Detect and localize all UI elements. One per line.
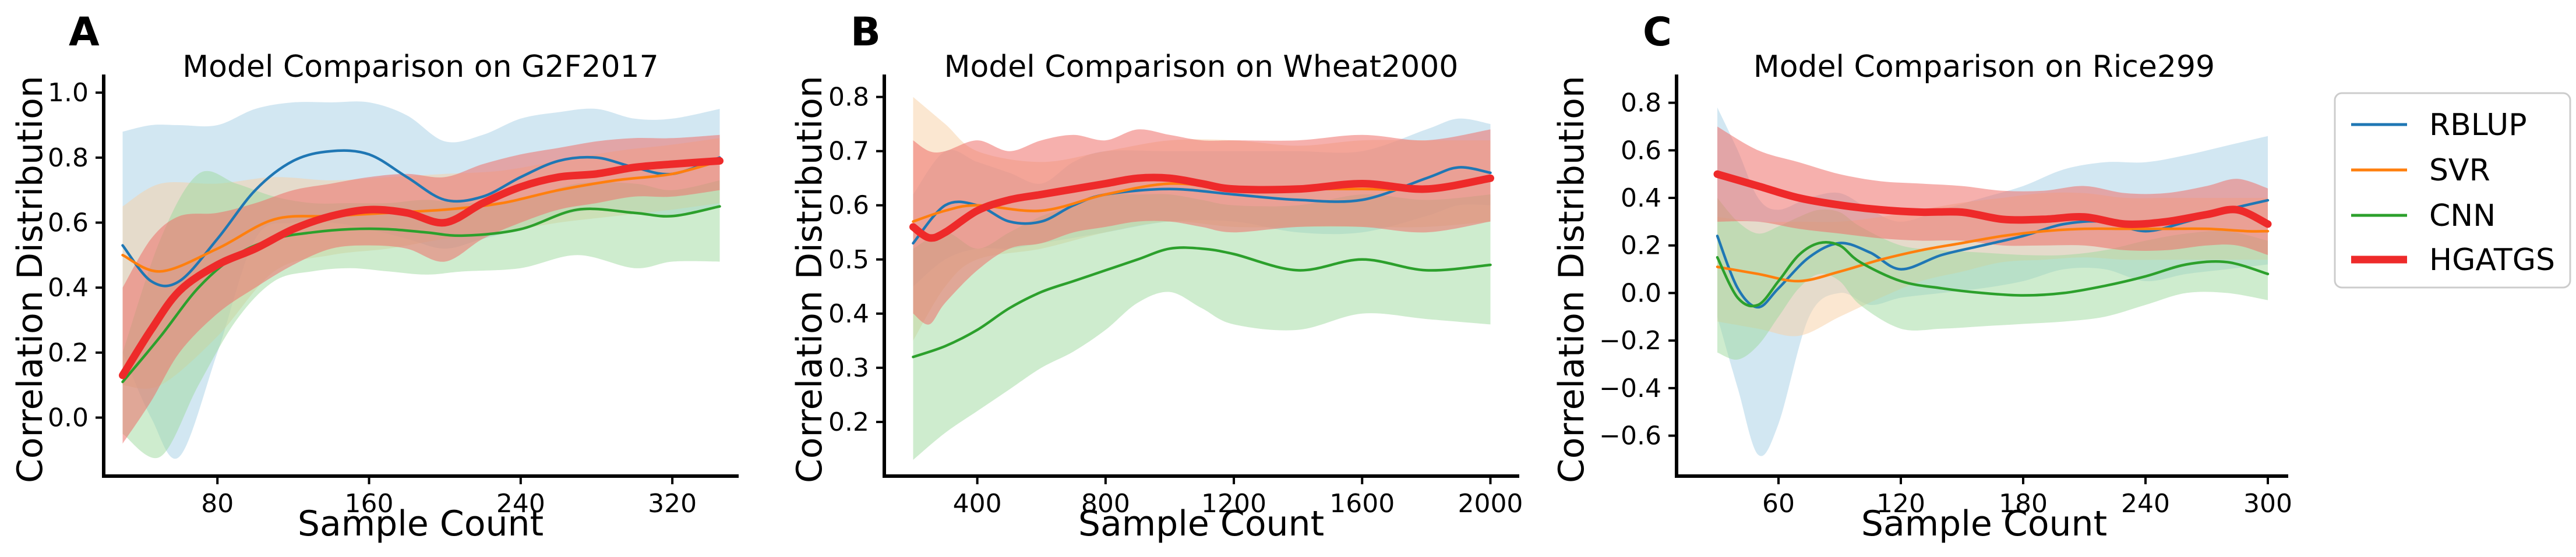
panel-a-ytick-label: 0.2: [48, 338, 89, 368]
panel-c-band-cnn: [1717, 198, 2268, 360]
panel-c-ytick-label: 0.8: [1621, 88, 1661, 118]
panel-b-ytick-label: 0.4: [828, 299, 869, 329]
panel-a-ytick-label: 0.8: [48, 143, 89, 173]
panel-b-ytick-label: 0.5: [828, 245, 869, 275]
panel-a-xtick-label: 240: [496, 489, 545, 519]
panel-c-xtick-label: 120: [1876, 489, 1925, 519]
panel-b-ytick-label: 0.6: [828, 191, 869, 221]
panel-b-xtick-label: 400: [953, 489, 1002, 519]
panel-a-band-hgatgs: [122, 134, 720, 444]
panel-c-ylabel: Correlation Distribution: [1551, 76, 1592, 483]
panel-b-xtick-label: 2000: [1458, 489, 1523, 519]
panel-a-title: Model Comparison on G2F2017: [182, 49, 658, 84]
panel-b-ylabel: Correlation Distribution: [789, 76, 830, 483]
panel-a-line-svr: [121, 159, 721, 273]
panel-a-xtick-label: 160: [345, 489, 394, 519]
panel-b-ytick-label: 0.2: [828, 407, 869, 437]
legend-entry-rblup: RBLUP: [2351, 108, 2527, 143]
panel-b-band-hgatgs: [913, 129, 1491, 325]
panel-c-title: Model Comparison on Rice299: [1753, 49, 2215, 84]
panel-b-xtick-label: 1200: [1201, 489, 1266, 519]
panel-c-ytick-label: 0.2: [1621, 231, 1661, 261]
panel-b-xtick-label: 800: [1081, 489, 1130, 519]
panel-a-line-rblup: [121, 149, 721, 288]
panel-c-letter: C: [1643, 9, 1672, 55]
panel-a-xtick-label: 80: [201, 489, 234, 519]
panel-a-ylabel: Correlation Distribution: [10, 76, 51, 483]
legend-entry-cnn: CNN: [2351, 198, 2496, 233]
legend-label-svr: SVR: [2429, 153, 2490, 188]
panel-c-line-cnn: [1716, 241, 2270, 308]
panel-c: C Model Comparison on Rice299 Correlatio…: [1551, 9, 2292, 544]
panel-a-ytick-label: 0.6: [48, 208, 89, 238]
panel-c-ytick-label: −0.4: [1599, 374, 1661, 403]
panel-c-ytick-label: 0.6: [1621, 136, 1661, 165]
panel-c-xtick-label: 300: [2243, 489, 2292, 519]
panel-b-title: Model Comparison on Wheat2000: [944, 49, 1459, 84]
panel-c-xtick-label: 60: [1762, 489, 1795, 519]
panel-a-xlabel: Sample Count: [298, 503, 544, 544]
panel-c-ytick-label: 0.0: [1621, 278, 1661, 308]
panel-a-letter: A: [69, 9, 100, 55]
legend-entry-svr: SVR: [2351, 153, 2490, 188]
panel-a-xtick-label: 320: [648, 489, 697, 519]
panel-b-xtick-label: 1600: [1329, 489, 1395, 519]
panel-c-ytick-label: −0.6: [1599, 421, 1661, 451]
panel-a-ytick-label: 0.0: [48, 403, 89, 433]
panel-a-ytick-label: 1.0: [48, 78, 89, 108]
panel-a-line-hgatgs: [119, 157, 724, 379]
panel-c-ytick-label: −0.2: [1599, 326, 1661, 356]
panel-a-ytick-label: 0.4: [48, 273, 89, 303]
legend-label-rblup: RBLUP: [2429, 108, 2527, 143]
panel-c-xtick-label: 180: [1999, 489, 2048, 519]
panel-b-line-hgatgs: [909, 173, 1494, 242]
panel-c-line-svr: [1716, 227, 2270, 283]
legend-label-cnn: CNN: [2429, 198, 2496, 233]
panel-b-ytick-label: 0.7: [828, 137, 869, 166]
legend-entry-hgatgs: HGATGS: [2351, 243, 2555, 278]
panel-b: B Model Comparison on Wheat2000 Correlat…: [789, 9, 1523, 544]
panel-c-xlabel: Sample Count: [1861, 503, 2107, 544]
legend: RBLUP SVR CNN HGATGS: [2334, 92, 2571, 289]
panel-a-line-cnn: [121, 205, 721, 384]
panel-c-ytick-label: 0.4: [1621, 183, 1661, 213]
panel-c-line-hgatgs: [1713, 170, 2272, 228]
panel-b-line-cnn: [912, 246, 1492, 359]
panel-b-ytick-label: 0.8: [828, 83, 869, 112]
panel-b-letter: B: [851, 9, 881, 55]
panel-b-ytick-label: 0.3: [828, 353, 869, 383]
panel-b-xlabel: Sample Count: [1078, 503, 1324, 544]
panel-a: A Model Comparison on G2F2017 Correlatio…: [10, 9, 739, 544]
legend-frame: [2334, 92, 2571, 289]
legend-label-hgatgs: HGATGS: [2429, 243, 2555, 278]
panel-c-xtick-label: 240: [2121, 489, 2170, 519]
